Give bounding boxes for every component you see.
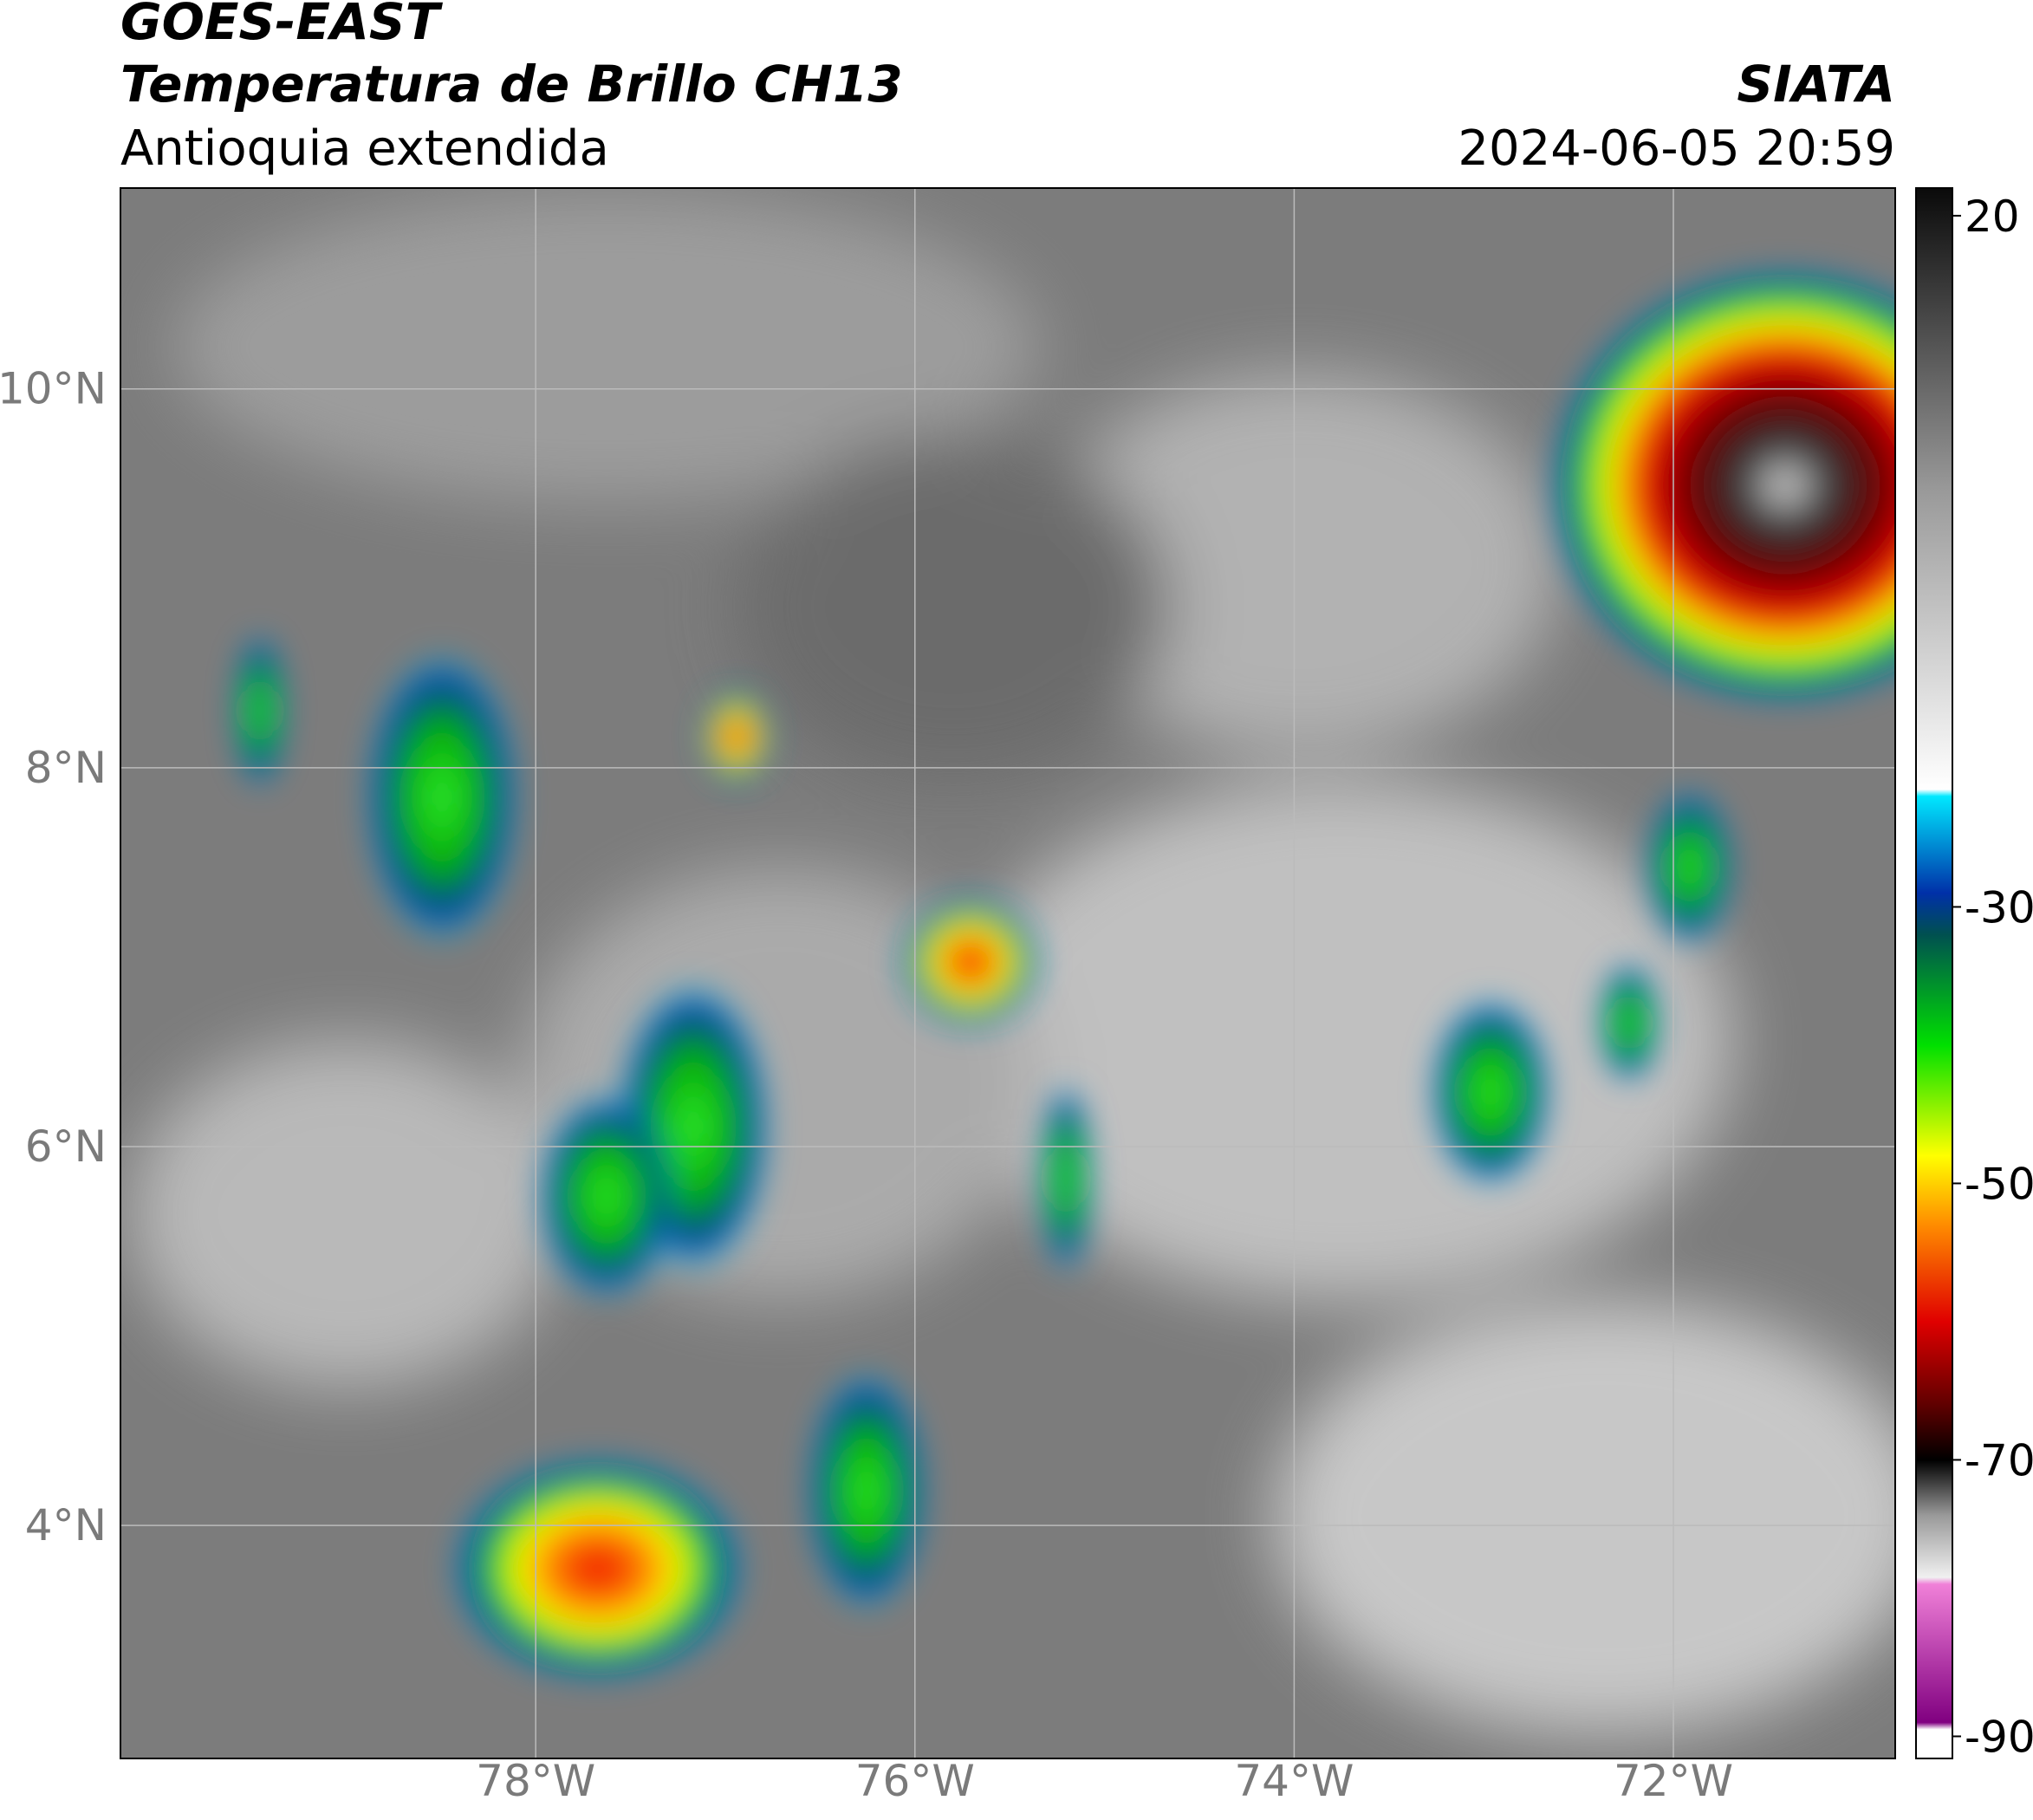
- lon-tick-label: 76°W: [855, 1756, 975, 1806]
- source: SIATA: [1737, 55, 1895, 114]
- colorbar-fill: [1915, 187, 1953, 1759]
- datetime: 2024-06-05 20:59: [1458, 120, 1895, 177]
- colorbar-tick-label: -50: [1965, 1159, 2033, 1209]
- title-line1: GOES-EAST: [120, 0, 444, 51]
- colorbar-tick-label: -30: [1965, 882, 2033, 933]
- lat-tick-label: 6°N: [25, 1121, 107, 1172]
- title-line2: Temperatura de Brillo CH13: [120, 55, 903, 114]
- lat-tick-label: 10°N: [0, 364, 107, 414]
- grid: [120, 188, 1895, 1758]
- subtitle: Antioquia extendida: [120, 120, 609, 177]
- lon-tick-label: 78°W: [476, 1756, 595, 1806]
- colorbar-tick-label: -90: [1965, 1712, 2033, 1762]
- map-frame: [120, 187, 1896, 1759]
- lat-tick-label: 4°N: [25, 1500, 107, 1550]
- colorbar-tick-label: 20: [1965, 192, 2020, 242]
- lon-tick-label: 72°W: [1614, 1756, 1733, 1806]
- map-image: [120, 188, 1895, 1758]
- colorbar: 20 -30 -50 -70 -90: [1915, 187, 2033, 1762]
- lon-tick-label: 74°W: [1234, 1756, 1354, 1806]
- lat-tick-label: 8°N: [25, 743, 107, 793]
- colorbar-tick-label: -70: [1965, 1435, 2033, 1485]
